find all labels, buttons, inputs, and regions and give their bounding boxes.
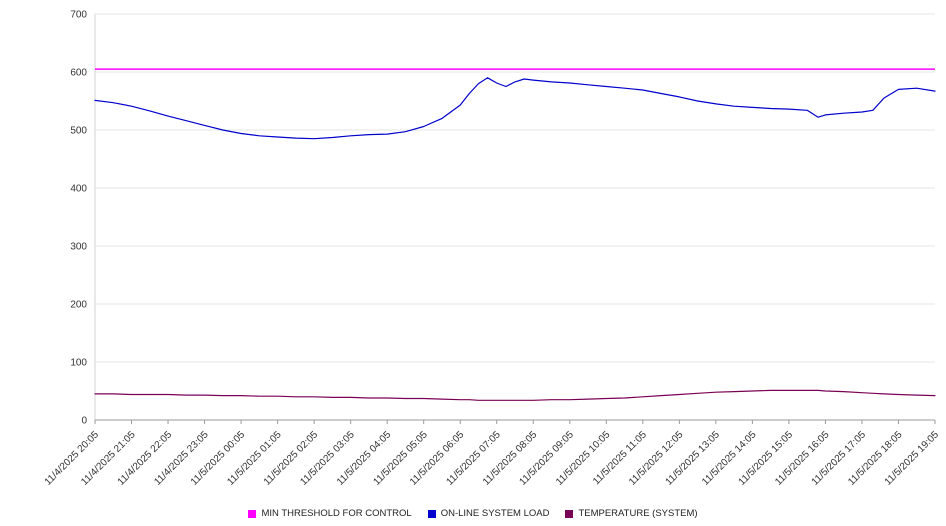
legend-swatch [427, 509, 436, 518]
legend-item-min-threshold-for-control: MIN THRESHOLD FOR CONTROL [248, 508, 412, 519]
y-tick-label: 200 [70, 300, 87, 311]
legend-swatch [248, 509, 257, 518]
legend-label: TEMPERATURE (SYSTEM) [578, 508, 698, 519]
legend-label: MIN THRESHOLD FOR CONTROL [261, 508, 412, 519]
legend-item-on-line-system-load: ON-LINE SYSTEM LOAD [427, 508, 550, 519]
legend-item-temperature-system: TEMPERATURE (SYSTEM) [565, 508, 698, 519]
y-tick-label: 0 [81, 416, 87, 427]
legend: MIN THRESHOLD FOR CONTROL ON-LINE SYSTEM … [0, 508, 946, 519]
y-tick-label: 300 [70, 242, 87, 253]
legend-swatch [565, 509, 574, 518]
y-tick-label: 500 [70, 126, 87, 137]
series-on-line-system-load [94, 77, 936, 140]
y-tick-label: 600 [70, 68, 87, 79]
series-temperature-system [94, 389, 936, 401]
y-tick-label: 400 [70, 184, 87, 195]
y-tick-label: 700 [70, 10, 87, 21]
y-tick-label: 100 [70, 358, 87, 369]
legend-label: ON-LINE SYSTEM LOAD [440, 508, 550, 519]
